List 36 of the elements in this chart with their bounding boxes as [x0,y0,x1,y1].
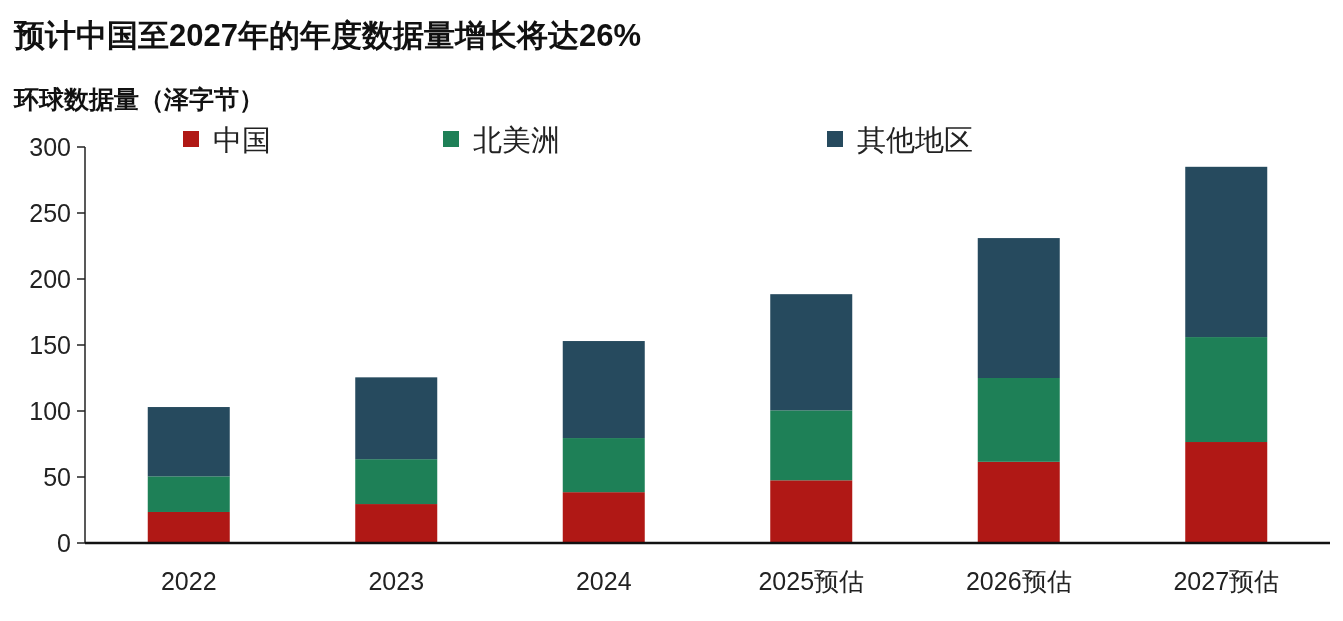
bar [1185,337,1268,443]
bar [977,378,1060,462]
bar [977,238,1060,378]
legend-label: 中国 [213,124,271,156]
legend-label: 北美洲 [473,124,560,156]
y-tick-label: 300 [29,133,71,161]
bar [355,459,438,505]
bar [562,438,645,493]
y-tick-label: 250 [29,199,71,227]
bar [147,407,230,477]
x-tick-label: 2027预估 [1173,567,1280,595]
x-tick-label: 2022 [160,567,217,595]
x-tick-label: 2023 [368,567,425,595]
y-tick-label: 100 [29,397,71,425]
bar [1185,442,1268,543]
y-axis-title: 环球数据量（泽字节） [13,85,264,113]
legend-label: 其他地区 [857,124,973,156]
bar [562,341,645,439]
bar [355,377,438,460]
bar [355,504,438,543]
y-tick-label: 50 [43,463,71,491]
bar [562,492,645,543]
bar [770,410,853,481]
y-tick-label: 150 [29,331,71,359]
chart-title: 预计中国至2027年的年度数据量增长将达26% [13,18,642,53]
bar [147,511,230,543]
bar [1185,166,1268,338]
bar [770,480,853,543]
x-tick-label: 2024 [575,567,632,595]
x-tick-label: 2025预估 [758,567,865,595]
x-tick-label: 2026预估 [965,567,1072,595]
bar [147,476,230,512]
y-tick-label: 200 [29,265,71,293]
bar [977,461,1060,543]
bar [770,294,853,411]
y-tick-label: 0 [57,529,71,557]
